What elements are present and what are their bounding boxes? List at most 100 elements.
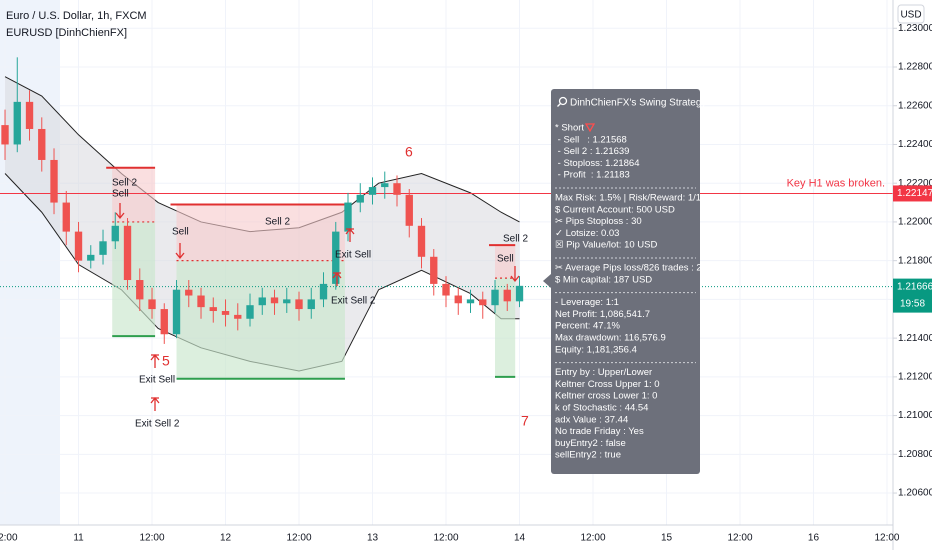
panel-line: sellEntry2 : true [555, 450, 621, 461]
panel-line: k of Stochastic : 44.54 [555, 403, 648, 414]
candle-body [123, 225, 132, 281]
candle-body [172, 289, 181, 335]
y-tick-label: 1.22600 [898, 100, 932, 111]
info-panel [551, 89, 700, 474]
last-price-tag [893, 278, 932, 313]
candle-body [160, 309, 168, 335]
panel-line: - Profit : 1.21183 [555, 170, 630, 181]
candle-body [1, 125, 9, 145]
panel-line: $ Current Account: 500 USD [555, 204, 675, 215]
price-axis [893, 0, 932, 550]
x-tick-label: 12:00 [580, 533, 605, 544]
candle-body [319, 283, 328, 300]
last-price-time: 19:58 [900, 298, 925, 309]
x-tick-label: 16 [808, 533, 820, 544]
candle-body [442, 283, 450, 296]
candle-body [185, 289, 193, 296]
short-icon [584, 123, 596, 133]
chart-title: Euro / U.S. Dollar, 1h, FXCM [6, 10, 147, 22]
key-level-text: Key H1 was broken. [787, 177, 885, 189]
candle-body [332, 231, 340, 284]
y-tick-label: 1.20800 [898, 449, 932, 460]
annotation: Sell 2 [265, 217, 290, 228]
panel-line: adx Value : 37.44 [555, 414, 628, 425]
arrows [115, 203, 520, 411]
x-tick-label: 12:00 [874, 533, 899, 544]
candle-body [417, 225, 426, 257]
annotation: Sell [112, 189, 129, 200]
annotation: Exit Sell [139, 375, 175, 386]
x-tick-label: 11 [73, 533, 84, 544]
annotation: Sell [172, 227, 189, 238]
target-zone [112, 221, 156, 337]
chart-subtitle: EURUSD [DinhChienFX] [6, 27, 127, 39]
candle-body [270, 297, 279, 304]
panel-pointer [543, 274, 551, 288]
candle-body [13, 101, 21, 145]
candle-body [136, 280, 144, 300]
y-tick-label: 1.22200 [898, 178, 932, 189]
y-tick-label: 1.22800 [898, 62, 932, 73]
panel-line: Net Profit: 1,086,541.7 [555, 309, 650, 320]
y-tick-label: 1.23000 [898, 23, 932, 34]
candle-body [393, 183, 401, 195]
x-tick-label: 12:00 [286, 533, 311, 544]
panel-line: ✓ Lotsize: 0.03 [555, 228, 619, 239]
candle-body [503, 289, 511, 302]
panel-line: - Leverage: 1:1 [555, 297, 619, 308]
annotation: 5 [162, 353, 170, 369]
candle-body [344, 202, 352, 232]
y-tick-label: 1.21400 [898, 333, 932, 344]
panel-line: No trade Friday : Yes [555, 426, 644, 437]
panel-line: * Short [555, 123, 584, 134]
annotation: Sell [497, 254, 514, 265]
annotation: Sell 2 [503, 234, 528, 245]
x-tick-label: 13 [367, 533, 379, 544]
y-tick-label: 1.21800 [898, 255, 932, 266]
panel-line: ✂ Pips Stoploss : 30 [555, 216, 642, 227]
panel-line: Keltner cross Lower 1: 0 [555, 391, 657, 402]
x-tick-label: 14 [514, 533, 526, 544]
last-price-label: 1.21666 [897, 281, 932, 292]
annotation: Exit Sell [335, 250, 371, 261]
candle-body [307, 299, 315, 310]
annotation: Exit Sell 2 [135, 419, 180, 430]
candle-body [368, 187, 377, 195]
panel-title: DinhChienFX's Swing Strategy [570, 98, 706, 109]
unit-box [897, 4, 925, 24]
x-tick-label: 12 [220, 533, 232, 544]
y-tick-label: 1.22000 [898, 217, 932, 228]
panel-line: Percent: 47.1% [555, 321, 621, 332]
annotation: Sell 2 [112, 178, 137, 189]
candle-body [234, 314, 242, 319]
candle-body [258, 297, 266, 306]
candle-body [479, 299, 487, 306]
panel-line: - Sell 2 : 1.21639 [555, 146, 629, 157]
candle-body [111, 225, 119, 242]
key-level-tag [893, 185, 932, 202]
stop-zone [495, 245, 516, 279]
x-tick-label: 12:00 [0, 533, 18, 544]
candle-body [99, 241, 107, 255]
panel-line: Max drawdown: 116,576.9 [555, 333, 666, 344]
x-tick-label: 12:00 [727, 533, 752, 544]
annotations: Sell 2 Sell Sell Sell 2 Exit Sell Exit S… [112, 144, 529, 430]
candle-body [466, 299, 475, 304]
candle-body [25, 101, 34, 129]
candle-body [405, 194, 413, 226]
candle-body [430, 256, 438, 284]
candle-body [454, 295, 462, 304]
annotation: 6 [405, 144, 413, 160]
panel-line: ✂ Average Pips loss/826 trades : 28 [555, 263, 707, 274]
candle-body [356, 194, 364, 203]
candle-body [381, 183, 389, 188]
candle-body [283, 299, 291, 304]
time-axis [0, 525, 893, 550]
magnifier-icon [557, 96, 568, 107]
y-tick-label: 1.20600 [898, 488, 932, 499]
candle-body [515, 285, 524, 302]
key-level-label: 1.22147 [897, 188, 932, 199]
target-zone [176, 260, 345, 379]
panel-line: - Sell : 1.21568 [555, 134, 627, 145]
